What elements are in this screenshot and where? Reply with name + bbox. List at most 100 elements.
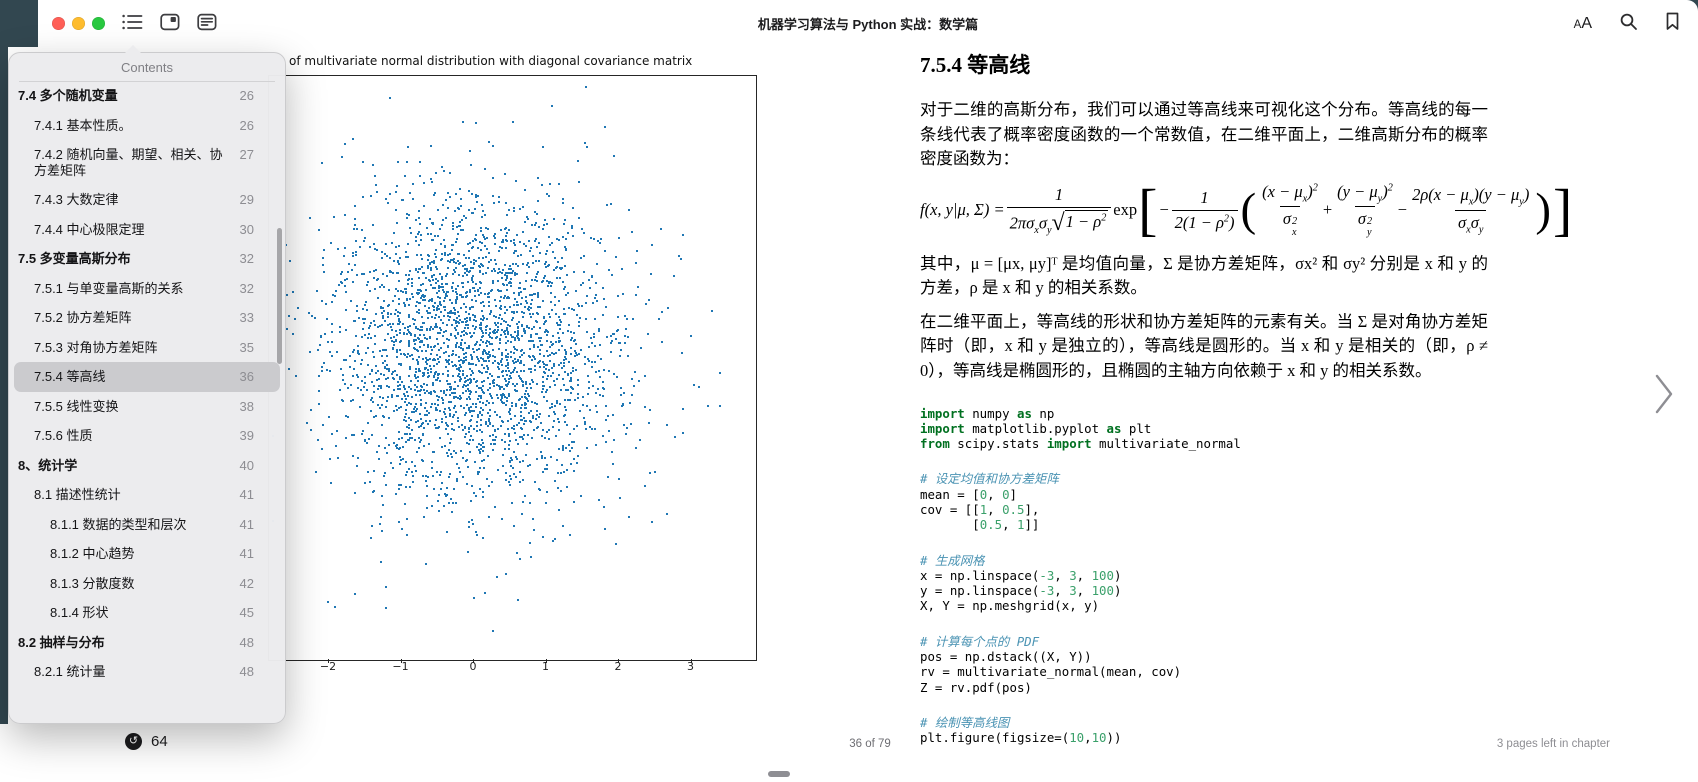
toc-item[interactable]: 7.5.4 等高线 36	[14, 362, 280, 392]
toc-item[interactable]: 8.1.2 中心趋势 41	[14, 539, 280, 569]
code-line	[920, 695, 1488, 715]
toc-item-page: 45	[239, 605, 254, 620]
toc-item-page: 41	[239, 546, 254, 561]
contents-popover: Contents 7.4 多个随机变量 26 7.4.1 基本性质。 26 7.4.2 …	[8, 45, 286, 724]
code-line: y = np.linspace(-3, 3, 100)	[920, 583, 1122, 599]
code-line	[920, 614, 1488, 634]
toc-item[interactable]: 8.1.1 数据的类型和层次 41	[14, 510, 280, 540]
code-line: Z = rv.pdf(pos)	[920, 679, 1032, 695]
toc-item[interactable]: 7.4.1 基本性质。 26	[14, 111, 280, 141]
x-tick-mark	[400, 659, 402, 663]
x-tick-label: 0	[469, 660, 477, 673]
toc-item-label: 8.2 抽样与分布	[18, 634, 105, 650]
close-window-button[interactable]	[51, 17, 65, 30]
x-tick-mark	[473, 659, 474, 663]
toc-item-label: 7.4.2 随机向量、期望、相关、协方差矩阵	[34, 147, 223, 178]
toc-item[interactable]: 7.4 多个随机变量 26	[14, 81, 280, 111]
reading-view-button[interactable]	[158, 13, 182, 35]
toc-item-label: 7.5.4 等高线	[34, 369, 106, 384]
window-titlebar: 机器学习算法与 Python 实战：数学篇 AA	[38, 0, 1698, 47]
back-to-page-button[interactable]: ↺ 64	[125, 733, 168, 750]
popover-arrow	[125, 45, 141, 53]
x-tick-label: 1	[542, 660, 549, 673]
toc-item[interactable]: 7.5.6 性质 39	[14, 421, 280, 451]
reading-view-icon	[160, 12, 180, 37]
search-icon	[1619, 13, 1638, 35]
back-page-number: 64	[151, 733, 168, 750]
scatter-points	[272, 86, 721, 632]
bookmark-icon	[1665, 12, 1680, 35]
code-line: x = np.linspace(-3, 3, 100)	[920, 567, 1122, 583]
code-line: import matplotlib.pyplot as plt	[920, 420, 1152, 436]
toc-item-label: 7.5.2 协方差矩阵	[34, 310, 132, 325]
bottom-drag-handle[interactable]	[768, 771, 790, 777]
toc-item[interactable]: 7.5.2 协方差矩阵 33	[14, 303, 280, 333]
code-line: mean = [0, 0]	[920, 486, 1018, 502]
code-line: import numpy as np	[920, 405, 1055, 421]
search-button[interactable]	[1619, 12, 1638, 36]
toc-item[interactable]: 8.2.1 统计量 48	[14, 657, 280, 687]
toc-item-label: 8.1.1 数据的类型和层次	[50, 516, 187, 532]
toc-item-page: 48	[239, 664, 254, 679]
toc-item-label: 8.1.3 分散度数	[50, 575, 135, 591]
toc-item-page: 33	[239, 310, 254, 325]
toc-item[interactable]: 7.5.5 线性变换 38	[14, 392, 280, 422]
next-page-button[interactable]	[1654, 373, 1676, 420]
toc-item-page: 29	[239, 192, 254, 207]
toc-item[interactable]: 8.1.4 形状 45	[14, 598, 280, 628]
contents-scrollbar-thumb[interactable]	[277, 228, 282, 364]
code-line	[920, 533, 1488, 553]
x-tick-label: −1	[392, 660, 409, 673]
toc-item[interactable]: 8、统计学 40	[14, 451, 280, 481]
code-line: # 生成网格	[920, 552, 985, 568]
x-tick-mark	[618, 659, 619, 663]
code-line: pos = np.dstack((X, Y))	[920, 649, 1092, 665]
toc-item[interactable]: 7.5.1 与单变量高斯的关系 32	[14, 274, 280, 304]
toc-item[interactable]: 8.2 抽样与分布 48	[14, 628, 280, 658]
toc-item-label: 8、统计学	[18, 457, 78, 473]
toc-item-label: 8.1.2 中心趋势	[50, 546, 135, 561]
code-line: cov = [[1, 0.5],	[920, 502, 1040, 517]
toc-item-page: 42	[239, 575, 254, 591]
toc-item-page: 30	[239, 221, 254, 237]
toc-item-label: 7.5.5 线性变换	[34, 398, 119, 414]
text-appearance-button[interactable]: AA	[1573, 14, 1592, 32]
toc-item[interactable]: 7.4.3 大数定律 29	[14, 185, 280, 215]
toc-item[interactable]: 8.1.3 分散度数 42	[14, 569, 280, 599]
bookmark-button[interactable]	[1665, 12, 1680, 36]
toc-item-label: 7.5 多变量高斯分布	[18, 251, 131, 266]
x-tick-label: −2	[319, 660, 337, 673]
toc-item-page: 35	[239, 339, 254, 355]
toc-item[interactable]: 8.1 描述性统计 41	[14, 480, 280, 510]
zoom-window-button[interactable]	[91, 17, 105, 30]
toc-item-label: 8.2.1 统计量	[34, 664, 106, 679]
window-title: 机器学习算法与 Python 实战：数学篇	[757, 17, 979, 32]
toc-item[interactable]: 7.4.2 随机向量、期望、相关、协方差矩阵 27	[14, 140, 280, 185]
toc-item-page: 41	[239, 516, 254, 532]
section-heading: 7.5.4 等高线	[920, 53, 1031, 77]
gaussian-pdf-formula: f(x, y|μ, Σ) = 1 2πσxσy √ 1 − ρ2 exp[ − 1 2(1…	[920, 177, 1573, 243]
toc-item-label: 7.4 多个随机变量	[18, 88, 118, 103]
toc-item[interactable]: 7.5 多变量高斯分布 32	[14, 244, 280, 274]
toc-item-page: 32	[239, 251, 254, 266]
scatter-plot-title: of multivariate normal distribution with…	[289, 54, 693, 68]
toc-item-page: 40	[239, 457, 254, 473]
notes-button[interactable]	[195, 13, 219, 35]
x-tick-label: 2	[614, 660, 622, 673]
x-tick-mark	[690, 659, 692, 663]
code-line: [0.5, 1]]	[920, 517, 1040, 533]
pages-left-in-chapter: 3 pages left in chapter	[1496, 738, 1610, 750]
toc-item-page: 36	[239, 369, 254, 384]
toc-item-label: 7.5.6 性质	[34, 428, 93, 443]
code-line: X, Y = np.meshgrid(x, y)	[920, 598, 1100, 614]
table-of-contents-button[interactable]	[120, 13, 144, 35]
toc-item[interactable]: 7.4.4 中心极限定理 30	[14, 215, 280, 245]
minimize-window-button[interactable]	[71, 17, 85, 30]
toc-item-page: 48	[239, 634, 254, 650]
code-line	[920, 451, 1488, 471]
paragraph-1: 对于二维的高斯分布，我们可以通过等高线来可视化这个分布。等高线的每一条线代表了概…	[920, 100, 1488, 169]
toc-item-page: 32	[239, 280, 254, 296]
toc-item[interactable]: 7.5.3 对角协方差矩阵 35	[14, 333, 280, 363]
code-line: # 计算每个点的 PDF	[920, 633, 1040, 649]
toc-item-page: 39	[239, 428, 254, 443]
